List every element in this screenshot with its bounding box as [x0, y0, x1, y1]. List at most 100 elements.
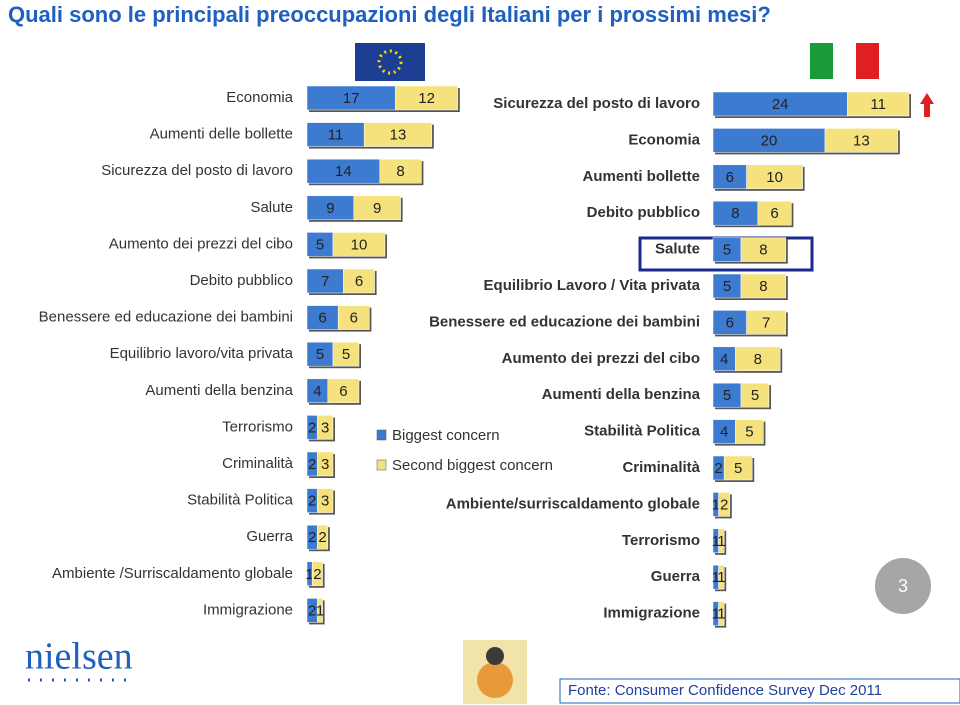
value-label: 4 [313, 383, 321, 400]
category-label: Debito pubblico [587, 204, 700, 221]
value-label: 2 [308, 602, 316, 619]
value-label: 7 [321, 273, 329, 290]
bar [332, 232, 386, 257]
bar [306, 341, 334, 367]
category-label: Sicurezza del posto di lavoro [101, 162, 293, 179]
category-label: Economia [628, 131, 700, 148]
value-label: 3 [321, 493, 329, 510]
bar [306, 268, 344, 294]
value-label: 5 [734, 460, 742, 477]
italy-flag [810, 43, 879, 79]
category-label: Benessere ed educazione dei bambini [429, 313, 700, 330]
page-badge [875, 558, 931, 614]
bar [306, 158, 381, 184]
logo: nielsen [25, 636, 133, 678]
bar [363, 122, 433, 147]
value-label: 2 [308, 493, 316, 510]
bar [718, 528, 725, 554]
category-label: Benessere ed educazione dei bambini [39, 309, 293, 326]
value-label: 6 [726, 314, 734, 331]
category-label: Salute [655, 241, 700, 258]
bar [353, 195, 401, 221]
bar [343, 268, 375, 294]
illustration [463, 640, 527, 704]
value-label: 13 [853, 132, 870, 149]
value-label: 9 [373, 200, 381, 217]
bar [735, 346, 781, 372]
value-label: 1 [717, 533, 725, 550]
value-label: 24 [772, 96, 789, 113]
value-label: 5 [723, 278, 731, 295]
bar [757, 200, 792, 226]
category-label: Aumenti delle bollette [150, 126, 293, 143]
bar [317, 598, 323, 623]
bar [718, 601, 725, 626]
category-label: Guerra [246, 528, 293, 545]
value-label: 1 [712, 533, 720, 550]
category-label: Guerra [651, 568, 701, 585]
bar [327, 378, 360, 404]
bar [712, 91, 848, 117]
bar [718, 564, 725, 590]
value-label: 8 [754, 351, 762, 368]
value-label: 2 [308, 419, 316, 436]
category-label: Criminalità [622, 459, 700, 476]
category-label: Salute [250, 199, 293, 216]
value-label: 8 [759, 278, 767, 295]
value-label: 1 [717, 606, 725, 623]
legend-label: Biggest concern [392, 427, 500, 444]
value-label: 17 [343, 90, 360, 107]
category-label: Aumento dei prezzi del cibo [502, 350, 700, 367]
value-label: 1 [316, 602, 324, 619]
value-label: 6 [339, 383, 347, 400]
bar [379, 158, 422, 184]
value-label: 11 [328, 127, 344, 144]
category-label: Ambiente/surriscaldamento globale [446, 495, 700, 512]
value-label: 5 [745, 424, 753, 441]
value-label: 7 [762, 314, 770, 331]
category-label: Aumenti della benzina [542, 386, 701, 403]
bar [735, 419, 764, 444]
category-label: Immigrazione [603, 605, 700, 622]
bar [306, 305, 339, 330]
value-label: 4 [720, 351, 728, 368]
value-label: 5 [751, 387, 759, 404]
bar [718, 492, 731, 517]
bar [824, 128, 899, 153]
value-label: 1 [305, 566, 313, 583]
value-label: 8 [396, 163, 404, 180]
value-label: 1 [712, 496, 720, 513]
category-label: Aumenti bollette [582, 168, 700, 185]
bar [740, 237, 787, 262]
value-label: 1 [717, 569, 725, 586]
up-arrow [920, 93, 934, 117]
value-label: 9 [326, 200, 334, 217]
bar [712, 382, 742, 408]
bar [306, 232, 334, 257]
bar [712, 128, 826, 153]
category-label: Criminalità [222, 455, 294, 472]
category-label: Stabilità Politica [187, 492, 294, 509]
value-label: 2 [308, 529, 316, 546]
value-label: 10 [351, 236, 368, 253]
value-label: 2 [318, 529, 326, 546]
bar [712, 164, 747, 190]
category-label: Equilibrio lavoro/vita privata [110, 345, 294, 362]
value-label: 12 [418, 90, 435, 107]
eu-flag [355, 43, 425, 81]
source-box [559, 678, 960, 704]
bar [847, 91, 910, 117]
legend-swatch [376, 459, 387, 471]
slide-title: Quali sono le principali preoccupazioni … [8, 2, 771, 27]
value-label: 4 [720, 424, 728, 441]
category-label: Ambiente /Surriscaldamento globale [52, 565, 293, 582]
bar [317, 488, 334, 513]
value-label: 5 [723, 387, 731, 404]
value-label: 1 [712, 569, 720, 586]
bar [740, 273, 787, 299]
value-label: 6 [726, 169, 734, 186]
source: Fonte: Consumer Confidence Survey Dec 20… [568, 682, 882, 699]
bar [395, 85, 459, 111]
value-label: 14 [335, 163, 352, 180]
